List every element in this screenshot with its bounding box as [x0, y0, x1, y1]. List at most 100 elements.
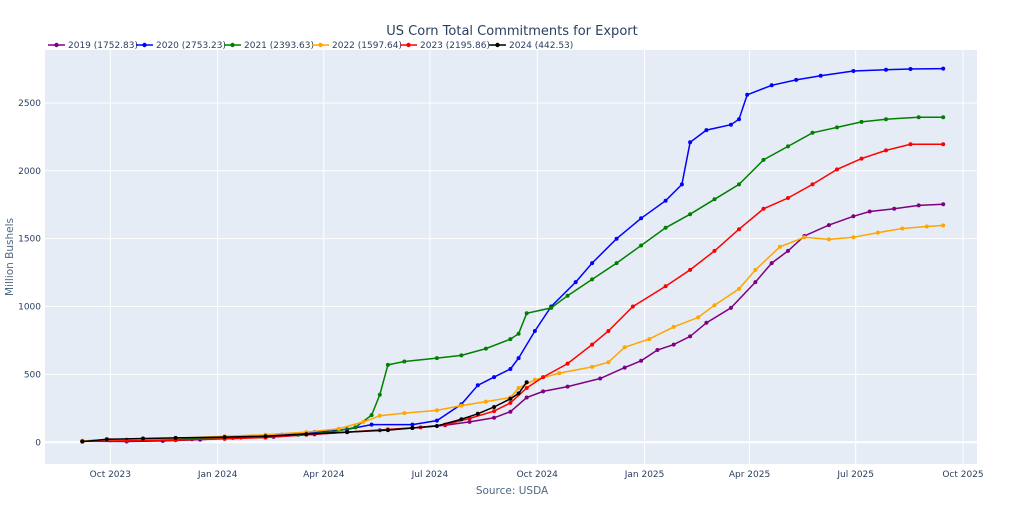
x-axis-title: Source: USDA [476, 485, 549, 497]
data-point [541, 389, 546, 394]
data-point [173, 435, 178, 440]
data-point [688, 212, 693, 217]
data-point [826, 237, 831, 242]
y-tick-label: 0 [35, 438, 41, 448]
data-point [794, 77, 799, 82]
data-point [516, 391, 521, 396]
data-point [688, 140, 693, 145]
data-point [761, 206, 766, 211]
data-point [475, 383, 480, 388]
data-point [508, 396, 513, 401]
legend-item[interactable]: 2021 (2393.63) [224, 41, 314, 51]
data-point [908, 67, 913, 71]
data-point [941, 115, 946, 120]
data-point [818, 73, 823, 78]
data-point [336, 426, 341, 431]
data-point [459, 353, 464, 358]
data-point [630, 304, 635, 309]
data-point [892, 206, 897, 211]
data-point [483, 346, 488, 351]
legend-item[interactable]: 2022 (1597.64) [312, 41, 402, 51]
data-point [590, 342, 595, 347]
data-point [712, 197, 717, 202]
data-point [941, 202, 946, 207]
data-point [402, 359, 407, 364]
data-point [835, 125, 839, 130]
data-point [598, 376, 603, 381]
data-point [516, 386, 521, 390]
data-point [492, 415, 497, 420]
x-tick-label: Jan 2024 [197, 470, 238, 480]
data-point [377, 392, 382, 397]
data-point [671, 324, 676, 329]
data-point [924, 224, 929, 229]
legend-item[interactable]: 2023 (2195.86) [400, 41, 490, 51]
data-point [467, 419, 472, 424]
data-point [875, 230, 880, 235]
series-2022 [80, 223, 946, 443]
data-point [104, 437, 109, 442]
legend-label: 2021 (2393.63) [244, 41, 314, 51]
data-point [663, 198, 668, 203]
data-point [737, 117, 741, 122]
data-point [80, 439, 85, 444]
data-point [622, 365, 627, 370]
data-point [524, 395, 529, 400]
data-point [851, 69, 856, 73]
legend-marker [406, 42, 411, 48]
legend-marker [318, 42, 323, 48]
data-point [508, 409, 513, 414]
data-point [826, 223, 831, 228]
data-point [802, 235, 807, 240]
data-point [410, 422, 415, 427]
data-point [810, 130, 815, 135]
data-point [696, 315, 701, 320]
series-group [80, 66, 946, 444]
data-point [345, 430, 350, 435]
legend-label: 2019 (1752.83) [68, 41, 138, 51]
legend-item[interactable]: 2020 (2753.23) [136, 41, 226, 51]
data-point [508, 337, 513, 342]
data-point [557, 371, 562, 376]
data-point [541, 375, 546, 380]
x-tick-label: Jan 2025 [624, 470, 665, 480]
legend-marker [230, 42, 235, 48]
data-point [639, 358, 644, 363]
data-point [369, 413, 374, 418]
data-point [941, 66, 946, 71]
data-point [492, 409, 497, 414]
data-point [434, 418, 439, 423]
data-point [639, 243, 644, 248]
x-tick-label: Oct 2023 [90, 470, 131, 480]
y-tick-label: 500 [24, 370, 41, 380]
data-point [712, 248, 717, 253]
data-point [884, 67, 888, 72]
data-point [590, 277, 595, 282]
x-tick-label: Jul 2025 [836, 470, 874, 480]
y-axis-title: Million Bushels [4, 218, 16, 296]
x-tick-label: Jul 2024 [411, 470, 449, 480]
x-tick-label: Apr 2025 [729, 470, 770, 480]
legend[interactable]: 2019 (1752.83) 2020 (2753.23) 2021 (2393.6… [48, 41, 573, 51]
data-point [663, 225, 668, 230]
legend-item[interactable]: 2019 (1752.83) [48, 41, 138, 51]
legend-marker [54, 42, 59, 48]
data-point [434, 408, 439, 413]
data-point [704, 320, 709, 325]
legend-label: 2020 (2753.23) [156, 41, 226, 51]
data-point [655, 348, 660, 352]
data-point [916, 115, 921, 120]
data-point [867, 209, 872, 214]
legend-marker [495, 42, 500, 48]
data-point [573, 280, 578, 285]
legend-item[interactable]: 2024 (442.53) [489, 41, 573, 51]
data-point [622, 345, 627, 350]
legend-label: 2022 (1597.64) [332, 41, 402, 51]
chart-title: US Corn Total Commitments for Export [386, 24, 637, 39]
data-point [434, 424, 439, 428]
data-point [777, 244, 782, 249]
legend-label: 2024 (442.53) [509, 41, 573, 51]
data-point [353, 425, 358, 430]
data-point [688, 334, 693, 339]
data-point [508, 367, 513, 371]
